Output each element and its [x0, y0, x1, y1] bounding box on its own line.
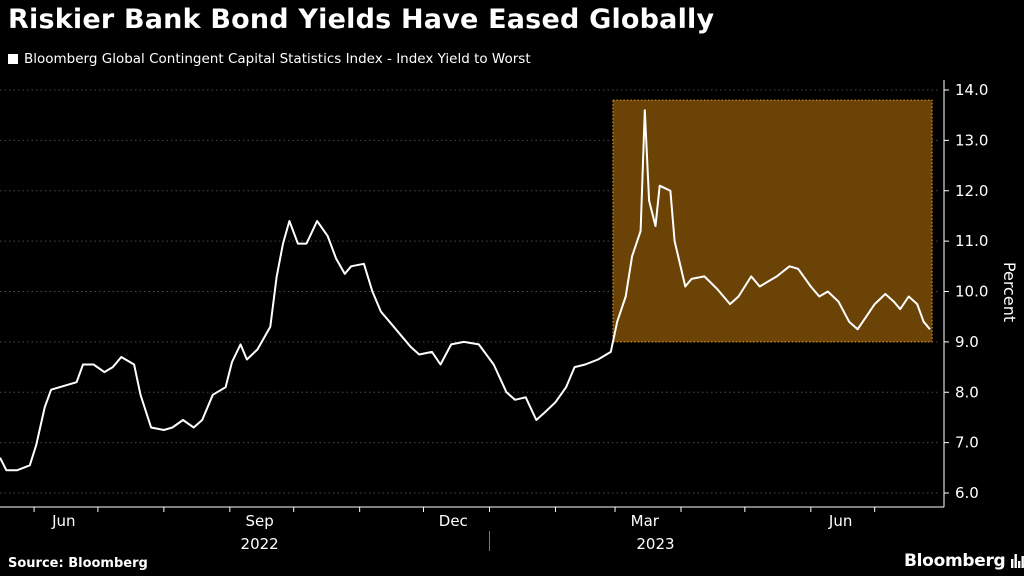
highlight-region: [612, 99, 933, 343]
series-line: [0, 109, 931, 472]
x-tick-label: Sep: [245, 512, 273, 530]
legend: Bloomberg Global Contingent Capital Stat…: [8, 51, 531, 67]
y-tick-label: 11.0: [955, 232, 988, 250]
brand-name: Bloomberg: [904, 551, 1006, 571]
chart-title: Riskier Bank Bond Yields Have Eased Glob…: [8, 4, 715, 35]
source-note: Source: Bloomberg: [8, 556, 148, 571]
x-tick-label: Jun: [828, 512, 852, 530]
bars-icon: [1011, 554, 1024, 568]
y-tick-label: 14.0: [955, 81, 988, 99]
y-tick-label: 8.0: [955, 383, 979, 401]
axes: 6.0 7.0 8.0 9.0 10.0 11.0 12.0 13.0 14.0 Jun Sep De…: [0, 80, 988, 553]
y-tick-label: 6.0: [955, 484, 979, 502]
y-tick-label: 10.0: [955, 283, 988, 301]
y-tick-label: 7.0: [955, 434, 979, 452]
year-label: 2022: [241, 535, 279, 553]
y-tick-label: 12.0: [955, 182, 988, 200]
x-tick-label: Jun: [51, 512, 75, 530]
legend-swatch: [8, 54, 18, 64]
bloomberg-logo: Bloomberg: [904, 551, 1024, 571]
year-label: 2023: [636, 535, 674, 553]
y-axis-title: Percent: [1000, 262, 1019, 322]
x-tick-label: Mar: [631, 512, 660, 530]
x-tick-label: Dec: [439, 512, 468, 530]
y-tick-label: 13.0: [955, 131, 988, 149]
y-tick-label: 9.0: [955, 333, 979, 351]
legend-label: Bloomberg Global Contingent Capital Stat…: [24, 51, 531, 67]
